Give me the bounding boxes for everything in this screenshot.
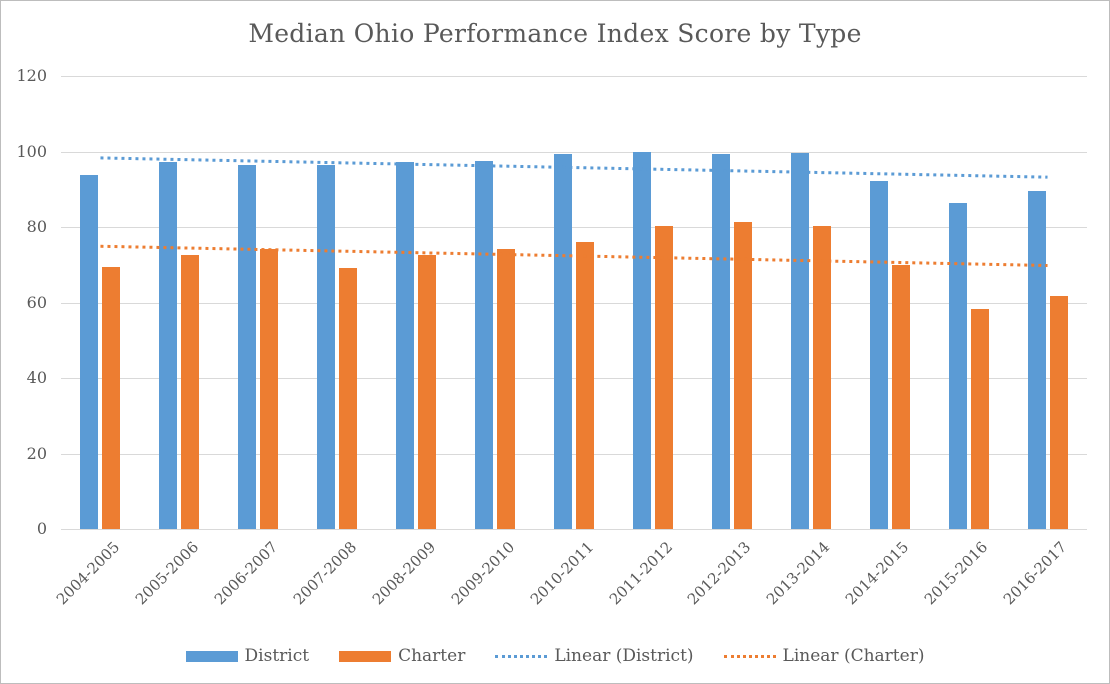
x-axis-label: 2007-2008 [289, 538, 360, 609]
bar-district [869, 181, 888, 529]
y-axis-label: 20 [26, 443, 47, 463]
y-axis-label: 80 [26, 217, 47, 236]
category-group [771, 76, 850, 529]
bar-district [948, 202, 967, 529]
x-axis-label: 2016-2017 [999, 538, 1071, 609]
category-group [1008, 76, 1087, 529]
x-axis-label: 2012-2013 [684, 538, 755, 609]
y-axis-label: 60 [26, 292, 47, 312]
bar-district [1027, 190, 1046, 529]
trendline-linear-charter [100, 244, 1048, 268]
plot-area [61, 76, 1087, 530]
x-axis-label: 2014-2015 [842, 538, 913, 609]
bar-charter [418, 255, 437, 529]
bar-charter [733, 221, 752, 529]
x-axis-label: 2013-2014 [763, 538, 834, 609]
x-axis-line [61, 529, 1087, 530]
bar-charter [260, 248, 279, 529]
bars [61, 76, 1087, 529]
legend-item-district: District [185, 646, 310, 666]
legend-label-linear-charter: Linear (Charter) [782, 646, 925, 666]
x-axis-label: 2010-2011 [526, 538, 597, 609]
bar-district [80, 174, 99, 529]
x-axis-label: 2015-2016 [921, 538, 992, 609]
x-axis-label: 2006-2007 [210, 538, 282, 609]
x-axis-labels: 2004-2005 2005-2006 2006-2007 2007-2008 2008… [53, 538, 1087, 638]
bar-charter [181, 255, 200, 529]
y-axis-label: 100 [16, 141, 47, 161]
bar-district [553, 153, 572, 529]
bar-charter [339, 267, 358, 529]
bar-district [317, 165, 336, 529]
bar-charter [891, 265, 910, 529]
category-group [219, 76, 298, 529]
bar-district [238, 165, 257, 529]
district-swatch-icon [185, 650, 238, 662]
category-group [298, 76, 377, 529]
bar-district [159, 162, 178, 529]
x-axis-label: 2005-2006 [131, 538, 203, 609]
category-group [61, 76, 140, 529]
bar-charter [1049, 295, 1068, 529]
x-axis-label: 2011-2012 [605, 538, 676, 609]
bar-charter [812, 226, 831, 529]
x-axis-label: 2008-2009 [368, 538, 439, 609]
gridline [61, 76, 1087, 77]
trendline-linear-district [100, 156, 1048, 179]
y-axis-labels: 0 20 40 60 80 100 120 [1, 66, 47, 538]
y-axis-label: 120 [16, 66, 47, 85]
category-group [140, 76, 219, 529]
bar-charter [575, 242, 594, 529]
category-group [929, 76, 1008, 529]
linear-charter-dotted-line-icon [723, 654, 776, 658]
gridlines [61, 76, 1087, 530]
x-axis-label: 2009-2010 [447, 538, 518, 609]
legend-label-charter: Charter [398, 646, 466, 666]
gridline [61, 378, 1087, 379]
gridline [61, 151, 1087, 153]
bar-district [790, 153, 809, 529]
chart-title: Median Ohio Performance Index Score by T… [248, 19, 862, 48]
gridline [61, 453, 1087, 455]
legend-item-charter: Charter [339, 646, 465, 666]
trendlines-svg [100, 156, 1048, 268]
gridline [61, 227, 1087, 228]
bar-charter [102, 267, 121, 529]
category-group [535, 76, 614, 529]
category-group [613, 76, 692, 529]
y-axis-label: 40 [26, 368, 47, 387]
category-group [850, 76, 929, 529]
bar-charter [970, 308, 989, 529]
linear-district-dotted-line-icon [495, 654, 548, 658]
x-axis-label: 2004-2005 [52, 538, 124, 609]
bar-district [711, 153, 730, 529]
legend-label-linear-district: Linear (District) [554, 646, 694, 666]
charter-swatch-icon [339, 650, 392, 662]
legend-label-district: District [244, 646, 310, 666]
legend-item-linear-charter: Linear (Charter) [723, 646, 925, 666]
legend: District Charter Linear (District) Linea… [1, 642, 1109, 670]
bar-charter [654, 225, 673, 529]
bar-charter [497, 248, 516, 529]
y-axis-label: 0 [36, 519, 47, 538]
legend-item-linear-district: Linear (District) [495, 646, 694, 666]
category-group [692, 76, 771, 529]
gridline [61, 302, 1087, 304]
bar-district [632, 151, 651, 529]
